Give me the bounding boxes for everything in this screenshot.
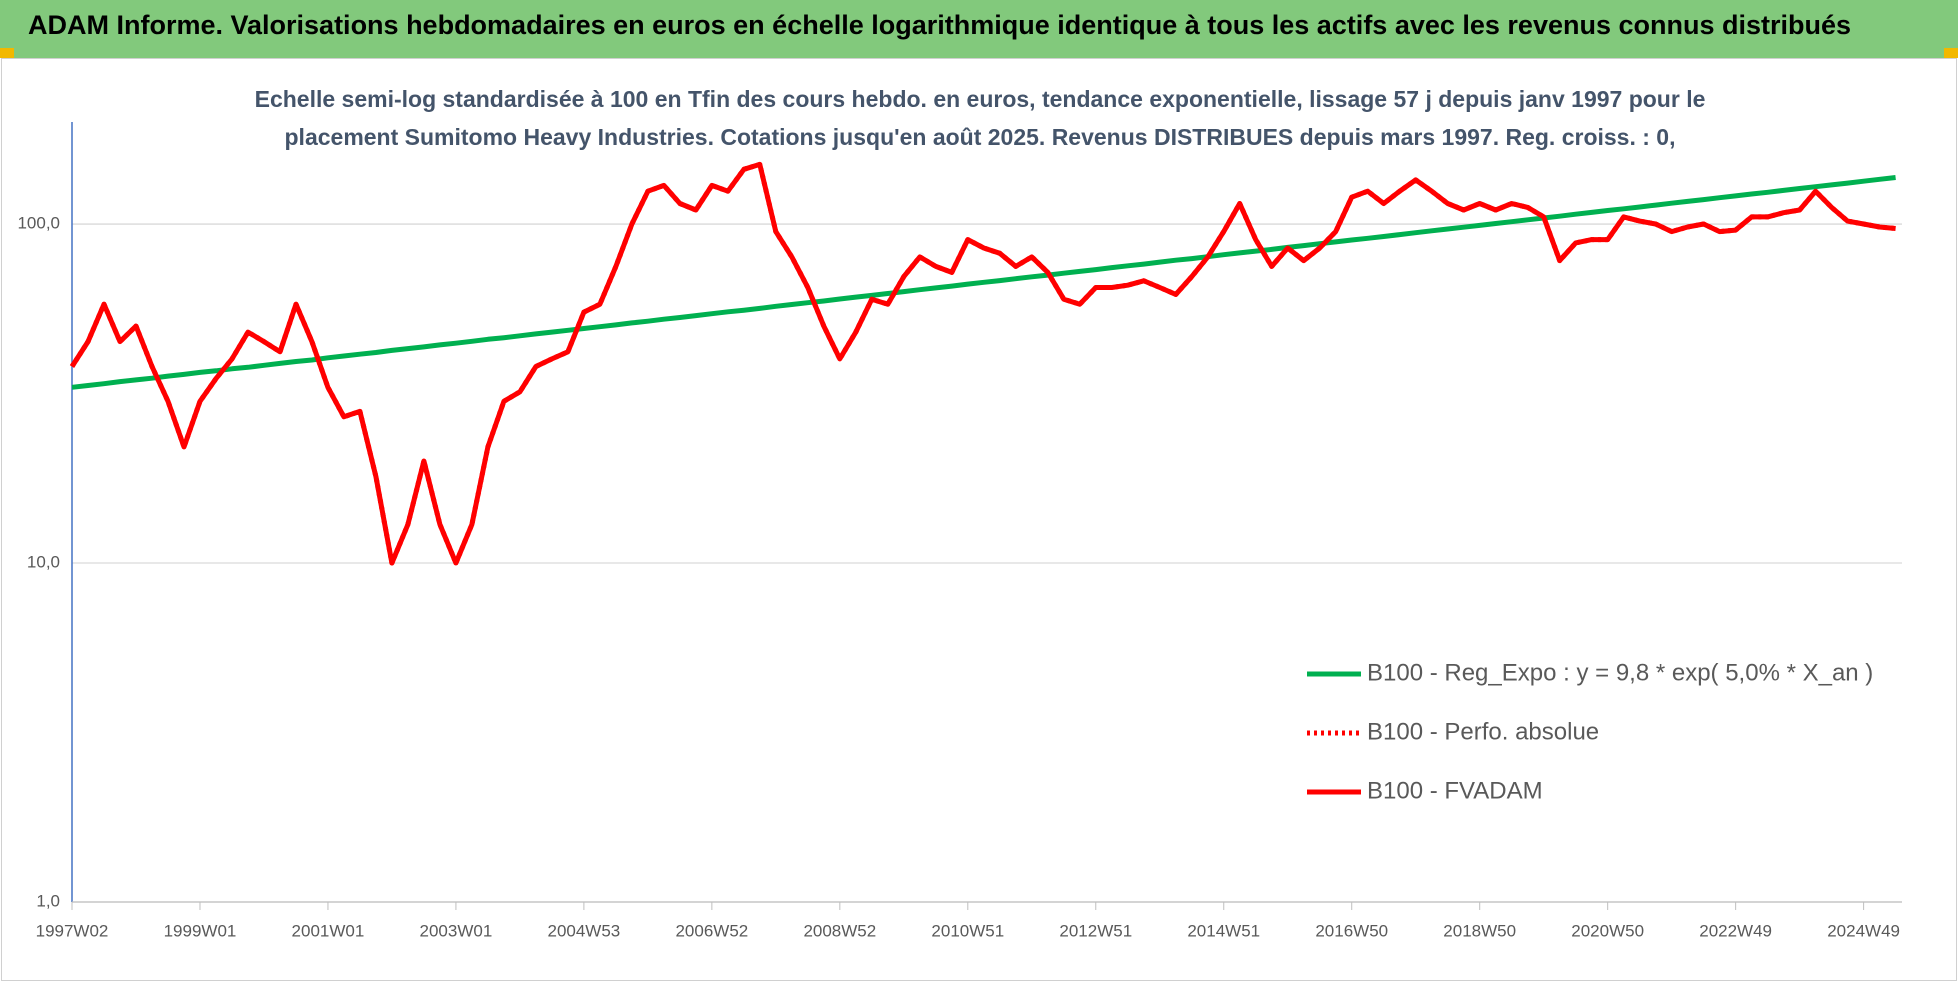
x-tick-label: 2001W01 [292, 921, 365, 940]
x-tick-label: 2004W53 [547, 921, 620, 940]
y-tick-label: 10,0 [27, 553, 60, 572]
y-tick-label: 100,0 [17, 214, 60, 233]
x-tick-label: 2008W52 [803, 921, 876, 940]
header-title: ADAM Informe. Valorisations hebdomadaire… [28, 10, 1851, 40]
legend-label: B100 - Reg_Expo : y = 9,8 * exp( 5,0% * … [1367, 659, 1873, 686]
chart-title: Echelle semi-log standardisée à 100 en T… [255, 86, 1706, 112]
series-line [69, 161, 1896, 566]
chart-frame [1, 58, 1957, 981]
corner [1944, 48, 1958, 58]
corner [0, 48, 14, 58]
x-tick-label: 2012W51 [1059, 921, 1132, 940]
header-band [0, 0, 1958, 58]
legend-label: B100 - Perfo. absolue [1367, 718, 1599, 745]
x-tick-label: 2020W50 [1571, 921, 1644, 940]
x-tick-label: 2014W51 [1187, 921, 1260, 940]
x-tick-label: 2024W49 [1827, 921, 1900, 940]
x-tick-label: 1997W02 [36, 921, 109, 940]
x-tick-label: 2018W50 [1443, 921, 1516, 940]
legend-label: B100 - FVADAM [1367, 777, 1543, 804]
x-tick-label: 2003W01 [420, 921, 493, 940]
chart-title: placement Sumitomo Heavy Industries. Cot… [285, 124, 1676, 150]
series-line [71, 175, 1896, 390]
x-tick-label: 2022W49 [1699, 921, 1772, 940]
y-tick-label: 1,0 [36, 891, 60, 910]
x-tick-label: 2006W52 [675, 921, 748, 940]
x-tick-label: 2016W50 [1315, 921, 1388, 940]
x-tick-label: 1999W01 [164, 921, 237, 940]
x-tick-label: 2010W51 [931, 921, 1004, 940]
